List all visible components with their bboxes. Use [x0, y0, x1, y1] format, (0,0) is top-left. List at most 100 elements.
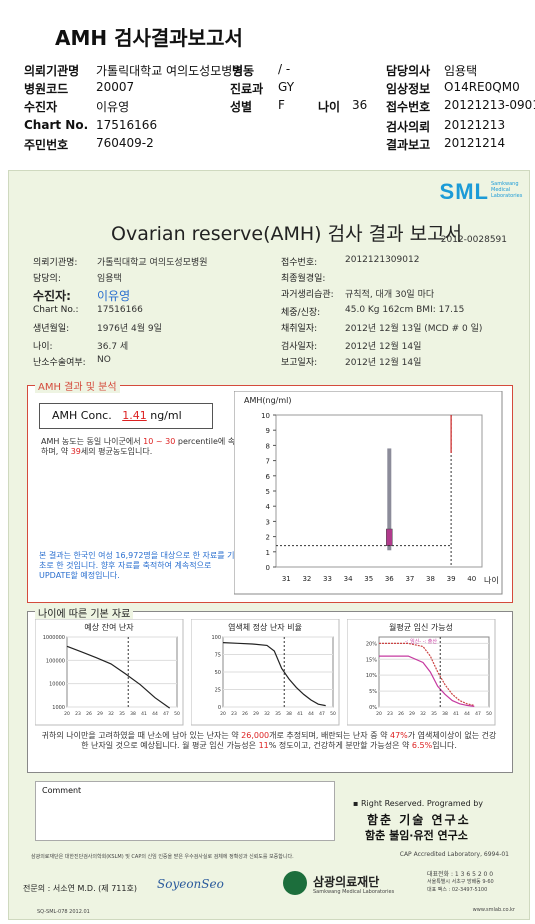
mini-x-tick-label: 38 [286, 711, 292, 717]
rights-text: ▪ Right Reserved. Programed by [353, 799, 484, 808]
mini-x-tick-label: 50 [174, 711, 180, 717]
y-tick-label: 4 [266, 503, 271, 511]
mini-x-tick-label: 50 [486, 711, 492, 717]
mini-x-tick-label: 47 [319, 711, 325, 717]
mini-x-tick-label: 29 [253, 711, 259, 717]
sml-logo-subtitle: Samkwang Medical Laboratories [491, 181, 523, 199]
x-tick-label: 40 [467, 575, 476, 583]
info-value: 2012년 12월 13일 (MCD # 0 일) [345, 324, 483, 334]
info-value: 이유영 [97, 289, 131, 303]
y-tick-label: 0 [266, 564, 270, 572]
info-label: 최종월경일: [281, 274, 326, 284]
mini-x-tick-label: 38 [442, 711, 448, 717]
basic-data-title: 나이에 따른 기본 자료 [35, 605, 134, 620]
summary-preg: 11 [258, 741, 269, 750]
mini-y-tick-label: 100 [211, 635, 221, 641]
info-value: 가톨릭대학교 여의도성모병원 [97, 258, 208, 268]
summary-part: 입니다. [432, 741, 457, 750]
series-line [66, 645, 171, 709]
mini-x-tick-label: 20 [64, 711, 70, 717]
mini-y-tick-label: 10000 [49, 682, 65, 688]
mini-x-tick-label: 41 [141, 711, 147, 717]
pregnancy-chance-chart: 월평균 임신 가능성 0% 5% 10% 15% 20% 20 23 26 29 32 35 38 41 4… [347, 619, 496, 726]
mini-legend: -: 임신- -: 출산 [405, 638, 437, 645]
y-tick-label: 7 [266, 458, 270, 466]
amh-conc-label: AMH Conc. [52, 409, 112, 422]
x-tick-label: 39 [447, 575, 456, 583]
age-range-bar [387, 448, 392, 551]
info-label: 의뢰기관명: [33, 258, 78, 268]
comment-label: Comment [42, 786, 82, 795]
summary-part: 귀하의 나이만을 고려하였을 때 난소에 남아 있는 난자는 약 [41, 731, 239, 740]
header-value: GY [278, 80, 295, 94]
info-label: Chart No.: [33, 305, 79, 315]
mini-x-tick-label: 32 [420, 711, 426, 717]
mini-x-tick-label: 26 [398, 711, 404, 717]
header-label: 병동 [232, 64, 255, 78]
x-tick-label: 36 [385, 575, 394, 583]
mini-x-tick-label: 44 [308, 711, 314, 717]
chart-frame [234, 391, 503, 595]
mini-x-tick-label: 23 [387, 711, 393, 717]
mini-x-tick-label: 20 [220, 711, 226, 717]
header-value: F [278, 98, 285, 112]
y-tick-label: 1 [266, 549, 270, 557]
info-label: 난소수술여부: [33, 358, 86, 368]
info-value: NO [97, 355, 111, 365]
info-label: 과거생리습관: [281, 290, 334, 300]
info-value: 2012121309012 [345, 255, 420, 265]
mini-x-tick-label: 23 [231, 711, 237, 717]
x-axis-label: 나이 [484, 575, 499, 585]
y-tick-label: 2 [266, 534, 270, 542]
doctor-signature: SoyeonSeo [157, 877, 224, 891]
mini-x-tick-label: 29 [97, 711, 103, 717]
amh-concentration: AMH Conc. 1.41 ng/ml [39, 403, 213, 429]
header-label: 임상정보 [386, 82, 431, 96]
info-label: 보고일자: [281, 358, 318, 368]
mini-x-tick-label: 41 [297, 711, 303, 717]
info-label: 접수번호: [281, 258, 318, 268]
x-tick-label: 38 [426, 575, 435, 583]
info-value: 2012년 12월 14일 [345, 358, 422, 368]
info-value: 규칙적, 대개 30일 마다 [345, 290, 435, 300]
mini-y-tick-label: 50 [215, 670, 221, 676]
programmer-1: 함춘 기술 연구소 [367, 813, 471, 827]
header-value: / - [278, 62, 291, 76]
header-label: 병원코드 [24, 82, 69, 96]
header-label: 주민번호 [24, 138, 69, 152]
sml-logo: SML [439, 179, 489, 204]
info-value: 1976년 4월 9일 [97, 324, 162, 334]
website: www.smlab.co.kr [472, 907, 515, 913]
header-value: O14RE0QM0 [444, 80, 520, 94]
mini-x-tick-label: 32 [264, 711, 270, 717]
mini-x-tick-label: 20 [376, 711, 382, 717]
mini-x-tick-label: 50 [330, 711, 336, 717]
cap-accreditation: CAP Accredited Laboratory, 6994-01 [399, 851, 509, 858]
report-title: Ovarian reserve(AMH) 검사 결과 보고서 [111, 223, 463, 245]
x-tick-label: 35 [364, 575, 373, 583]
info-label: 채취일자: [281, 324, 318, 334]
header-value: 가톨릭대학교 여의도성모병원 [96, 64, 244, 78]
normal-chromosome-chart: 염색체 정상 난자 비율 0 25 50 75 100 20 23 26 29 32 35 38 41 44… [191, 619, 340, 726]
series-line-0 [379, 642, 475, 706]
mini-x-tick-label: 44 [152, 711, 158, 717]
mini-title: 염색체 정상 난자 비율 [228, 622, 302, 632]
header-label: Chart No. [24, 118, 89, 132]
mini-y-tick-label: 0% [369, 705, 377, 711]
amh-description: AMH 농도는 동일 나이군에서 10 ~ 30 percentile에 속하며… [41, 437, 241, 457]
mini-x-tick-label: 44 [464, 711, 470, 717]
mini-y-tick-label: 1000 [52, 705, 65, 711]
info-label: 생년월일: [33, 324, 70, 334]
header-value: 이유영 [96, 100, 130, 114]
summary-part: % 정도이고, 건강하게 분만할 가능성은 약 [268, 741, 410, 750]
mini-plot-area [378, 636, 490, 708]
desc-age: 39 [70, 447, 81, 456]
header-label: 결과보고 [386, 138, 431, 152]
header-label: 접수번호 [386, 100, 431, 114]
mini-x-tick-label: 38 [130, 711, 136, 717]
desc-part: percentile에 속하며, 약 [41, 437, 236, 456]
header-label: 수진자 [24, 100, 58, 114]
phone: 대표전화 : 1 3 6 5 2 0 0 [427, 871, 494, 878]
